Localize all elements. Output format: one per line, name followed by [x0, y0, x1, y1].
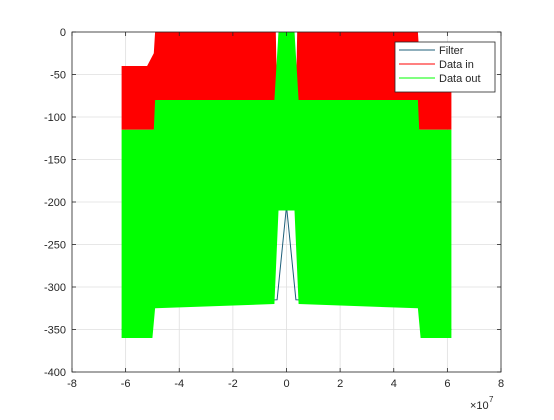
legend-label: Data out [439, 73, 481, 85]
y-tick-label: -250 [44, 240, 66, 252]
x-exponent: ×10 7 [470, 395, 494, 412]
y-tick-label: -300 [44, 282, 66, 294]
x-tick-label: -4 [174, 378, 184, 390]
x-exponent-base: ×10 [470, 400, 489, 412]
y-tick-label: -100 [44, 112, 66, 124]
x-tick-label: 6 [444, 378, 450, 390]
x-tick-label: 8 [498, 378, 504, 390]
y-tick-label: 0 [60, 27, 66, 39]
x-tick-label: -2 [228, 378, 238, 390]
legend: Filter Data in Data out [394, 41, 496, 93]
x-exponent-power: 7 [489, 395, 494, 404]
y-tick-label: -350 [44, 325, 66, 337]
data-band-layer [121, 32, 452, 338]
x-tick-label: 4 [391, 378, 397, 390]
x-tick-label: 2 [337, 378, 343, 390]
x-tick-label: 0 [283, 378, 289, 390]
y-tick-label: -400 [44, 367, 66, 379]
legend-label: Data in [439, 59, 474, 71]
y-axis-ticks: 0 -50 -100 -150 -200 -250 -300 -350 -400 [44, 27, 501, 379]
y-tick-label: -150 [44, 155, 66, 167]
y-tick-label: -200 [44, 197, 66, 209]
x-tick-label: -6 [121, 378, 131, 390]
legend-label: Filter [439, 45, 464, 57]
x-axis-ticks: -8 -6 -4 -2 0 2 4 6 8 [67, 32, 504, 390]
x-tick-label: -8 [67, 378, 77, 390]
y-tick-label: -50 [50, 70, 66, 82]
series-band-data-out [121, 32, 452, 338]
